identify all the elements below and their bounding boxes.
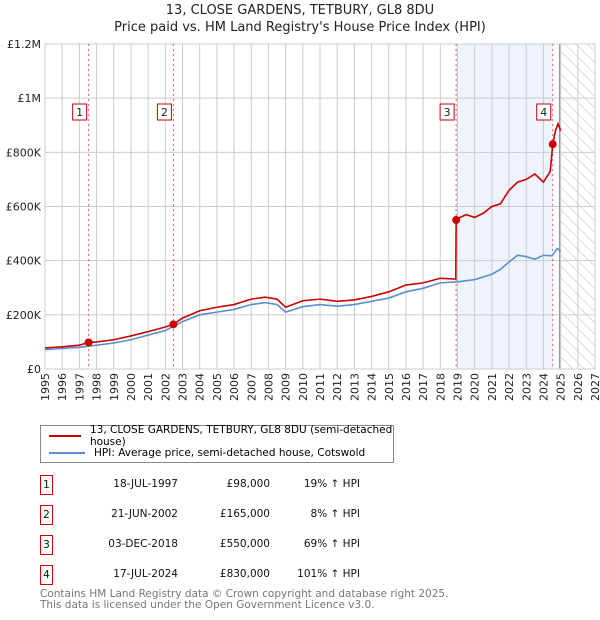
- legend: 13, CLOSE GARDENS, TETBURY, GL8 8DU (sem…: [40, 424, 394, 463]
- sale-label: 4: [540, 106, 547, 119]
- x-tick-label: 2006: [228, 373, 241, 401]
- x-tick-label: 2025: [555, 373, 568, 401]
- x-tick-label: 2003: [177, 373, 190, 401]
- x-tick-label: 2019: [452, 373, 465, 401]
- legend-label: 13, CLOSE GARDENS, TETBURY, GL8 8DU (sem…: [89, 424, 393, 448]
- footer: Contains HM Land Registry data © Crown c…: [40, 589, 448, 611]
- sale-label-box: [439, 103, 455, 121]
- footer-line1: Contains HM Land Registry data © Crown c…: [40, 588, 449, 600]
- hpi-line: [44, 247, 562, 351]
- sale-point: [452, 216, 461, 225]
- sale-label: 2: [161, 106, 168, 119]
- x-tick-label: 2004: [194, 373, 207, 401]
- x-tick-label: 2010: [297, 373, 310, 401]
- sale-point: [84, 338, 93, 347]
- sale-date: 03-DEC-2018: [108, 538, 178, 550]
- sale-number: 3: [40, 535, 53, 555]
- sale-label-box: [156, 103, 172, 121]
- footer-line2: This data is licensed under the Open Gov…: [40, 599, 375, 611]
- x-tick-label: 2007: [245, 373, 258, 401]
- price-chart: 1995 1996 1997 1998 1999 2000 2001 2002 2003 2004…: [6, 38, 600, 401]
- sale-price: £98,000: [226, 478, 270, 490]
- x-tick-label: 1999: [108, 373, 121, 401]
- sale-row: 4 17-JUL-2024 £830,000 101% ↑ HPI: [40, 565, 400, 585]
- sale-price: £165,000: [219, 508, 270, 520]
- x-tick-label: 2011: [314, 373, 327, 401]
- x-tick-label: 2009: [280, 373, 293, 401]
- y-tick-label: £1.2M: [7, 38, 41, 51]
- x-tick-label: 2024: [537, 373, 550, 401]
- sale-date: 21-JUN-2002: [111, 508, 178, 520]
- legend-item-property: 13, CLOSE GARDENS, TETBURY, GL8 8DU (sem…: [49, 424, 393, 448]
- x-tick-label: 2018: [434, 373, 447, 401]
- y-tick-label: £1M: [18, 92, 42, 105]
- x-tick-label: 2020: [469, 373, 482, 401]
- x-tick-label: 2022: [503, 373, 516, 401]
- sale-label: 1: [76, 106, 83, 119]
- plot-frame: [44, 43, 596, 370]
- x-tick-label: 2017: [417, 373, 430, 401]
- x-tick-label: 2013: [348, 373, 361, 401]
- x-tick-label: 1997: [73, 373, 86, 401]
- y-tick-label: £600K: [6, 201, 42, 214]
- sale-row: 1 18-JUL-1997 £98,000 19% ↑ HPI: [40, 475, 400, 495]
- property-price-line: [44, 121, 562, 349]
- sale-date: 18-JUL-1997: [113, 478, 178, 490]
- x-tick-label: 2005: [211, 373, 224, 401]
- sale-price: £830,000: [219, 568, 270, 580]
- x-tick-label: 1998: [91, 373, 104, 401]
- legend-label: HPI: Average price, semi-detached house,…: [94, 447, 366, 459]
- x-tick-label: 2002: [159, 373, 172, 401]
- sale-row: 2 21-JUN-2002 £165,000 8% ↑ HPI: [40, 505, 400, 525]
- x-tick-label: 2021: [486, 373, 499, 401]
- x-tick-label: 2000: [125, 373, 138, 401]
- sale-point: [548, 140, 557, 149]
- x-tick-label: 2027: [589, 373, 600, 401]
- sale-point: [169, 320, 178, 329]
- x-tick-label: 2012: [331, 373, 344, 401]
- sale-hpi: 69% ↑ HPI: [303, 538, 360, 550]
- sale-hpi: 19% ↑ HPI: [303, 478, 360, 490]
- legend-item-hpi: HPI: Average price, semi-detached house,…: [49, 445, 365, 461]
- sale-label-box: [72, 103, 88, 121]
- sale-hpi: 8% ↑ HPI: [310, 508, 360, 520]
- x-tick-label: 2015: [383, 373, 396, 401]
- x-tick-label: 2016: [400, 373, 413, 401]
- x-tick-label: 1995: [39, 373, 52, 401]
- y-tick-label: £400K: [6, 255, 42, 268]
- x-tick-label: 2008: [262, 373, 275, 401]
- y-tick-label: £200K: [6, 309, 42, 322]
- sale-number: 4: [40, 565, 53, 585]
- sale-number: 1: [40, 475, 53, 495]
- x-tick-label: 2026: [572, 373, 585, 401]
- y-tick-label: £800K: [6, 146, 42, 159]
- sale-number: 2: [40, 505, 53, 525]
- y-tick-label: £0: [27, 363, 41, 376]
- sale-label: 3: [444, 106, 451, 119]
- chart-title: 13, CLOSE GARDENS, TETBURY, GL8 8DU: [165, 3, 435, 18]
- x-tick-label: 2014: [366, 373, 379, 401]
- sale-price: £550,000: [219, 538, 270, 550]
- x-tick-label: 1996: [56, 373, 69, 401]
- x-tick-label: 2023: [520, 373, 533, 401]
- sale-hpi: 101% ↑ HPI: [297, 568, 360, 580]
- sale-row: 3 03-DEC-2018 £550,000 69% ↑ HPI: [40, 535, 400, 555]
- chart-subtitle: Price paid vs. HM Land Registry's House …: [114, 20, 486, 35]
- sale-label-box: [536, 103, 552, 121]
- x-tick-label: 2001: [142, 373, 155, 401]
- sale-date: 17-JUL-2024: [113, 568, 178, 580]
